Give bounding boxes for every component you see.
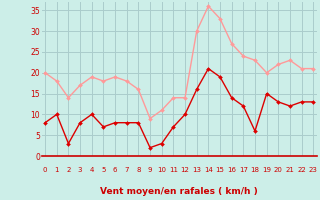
X-axis label: Vent moyen/en rafales ( km/h ): Vent moyen/en rafales ( km/h ) <box>100 187 258 196</box>
